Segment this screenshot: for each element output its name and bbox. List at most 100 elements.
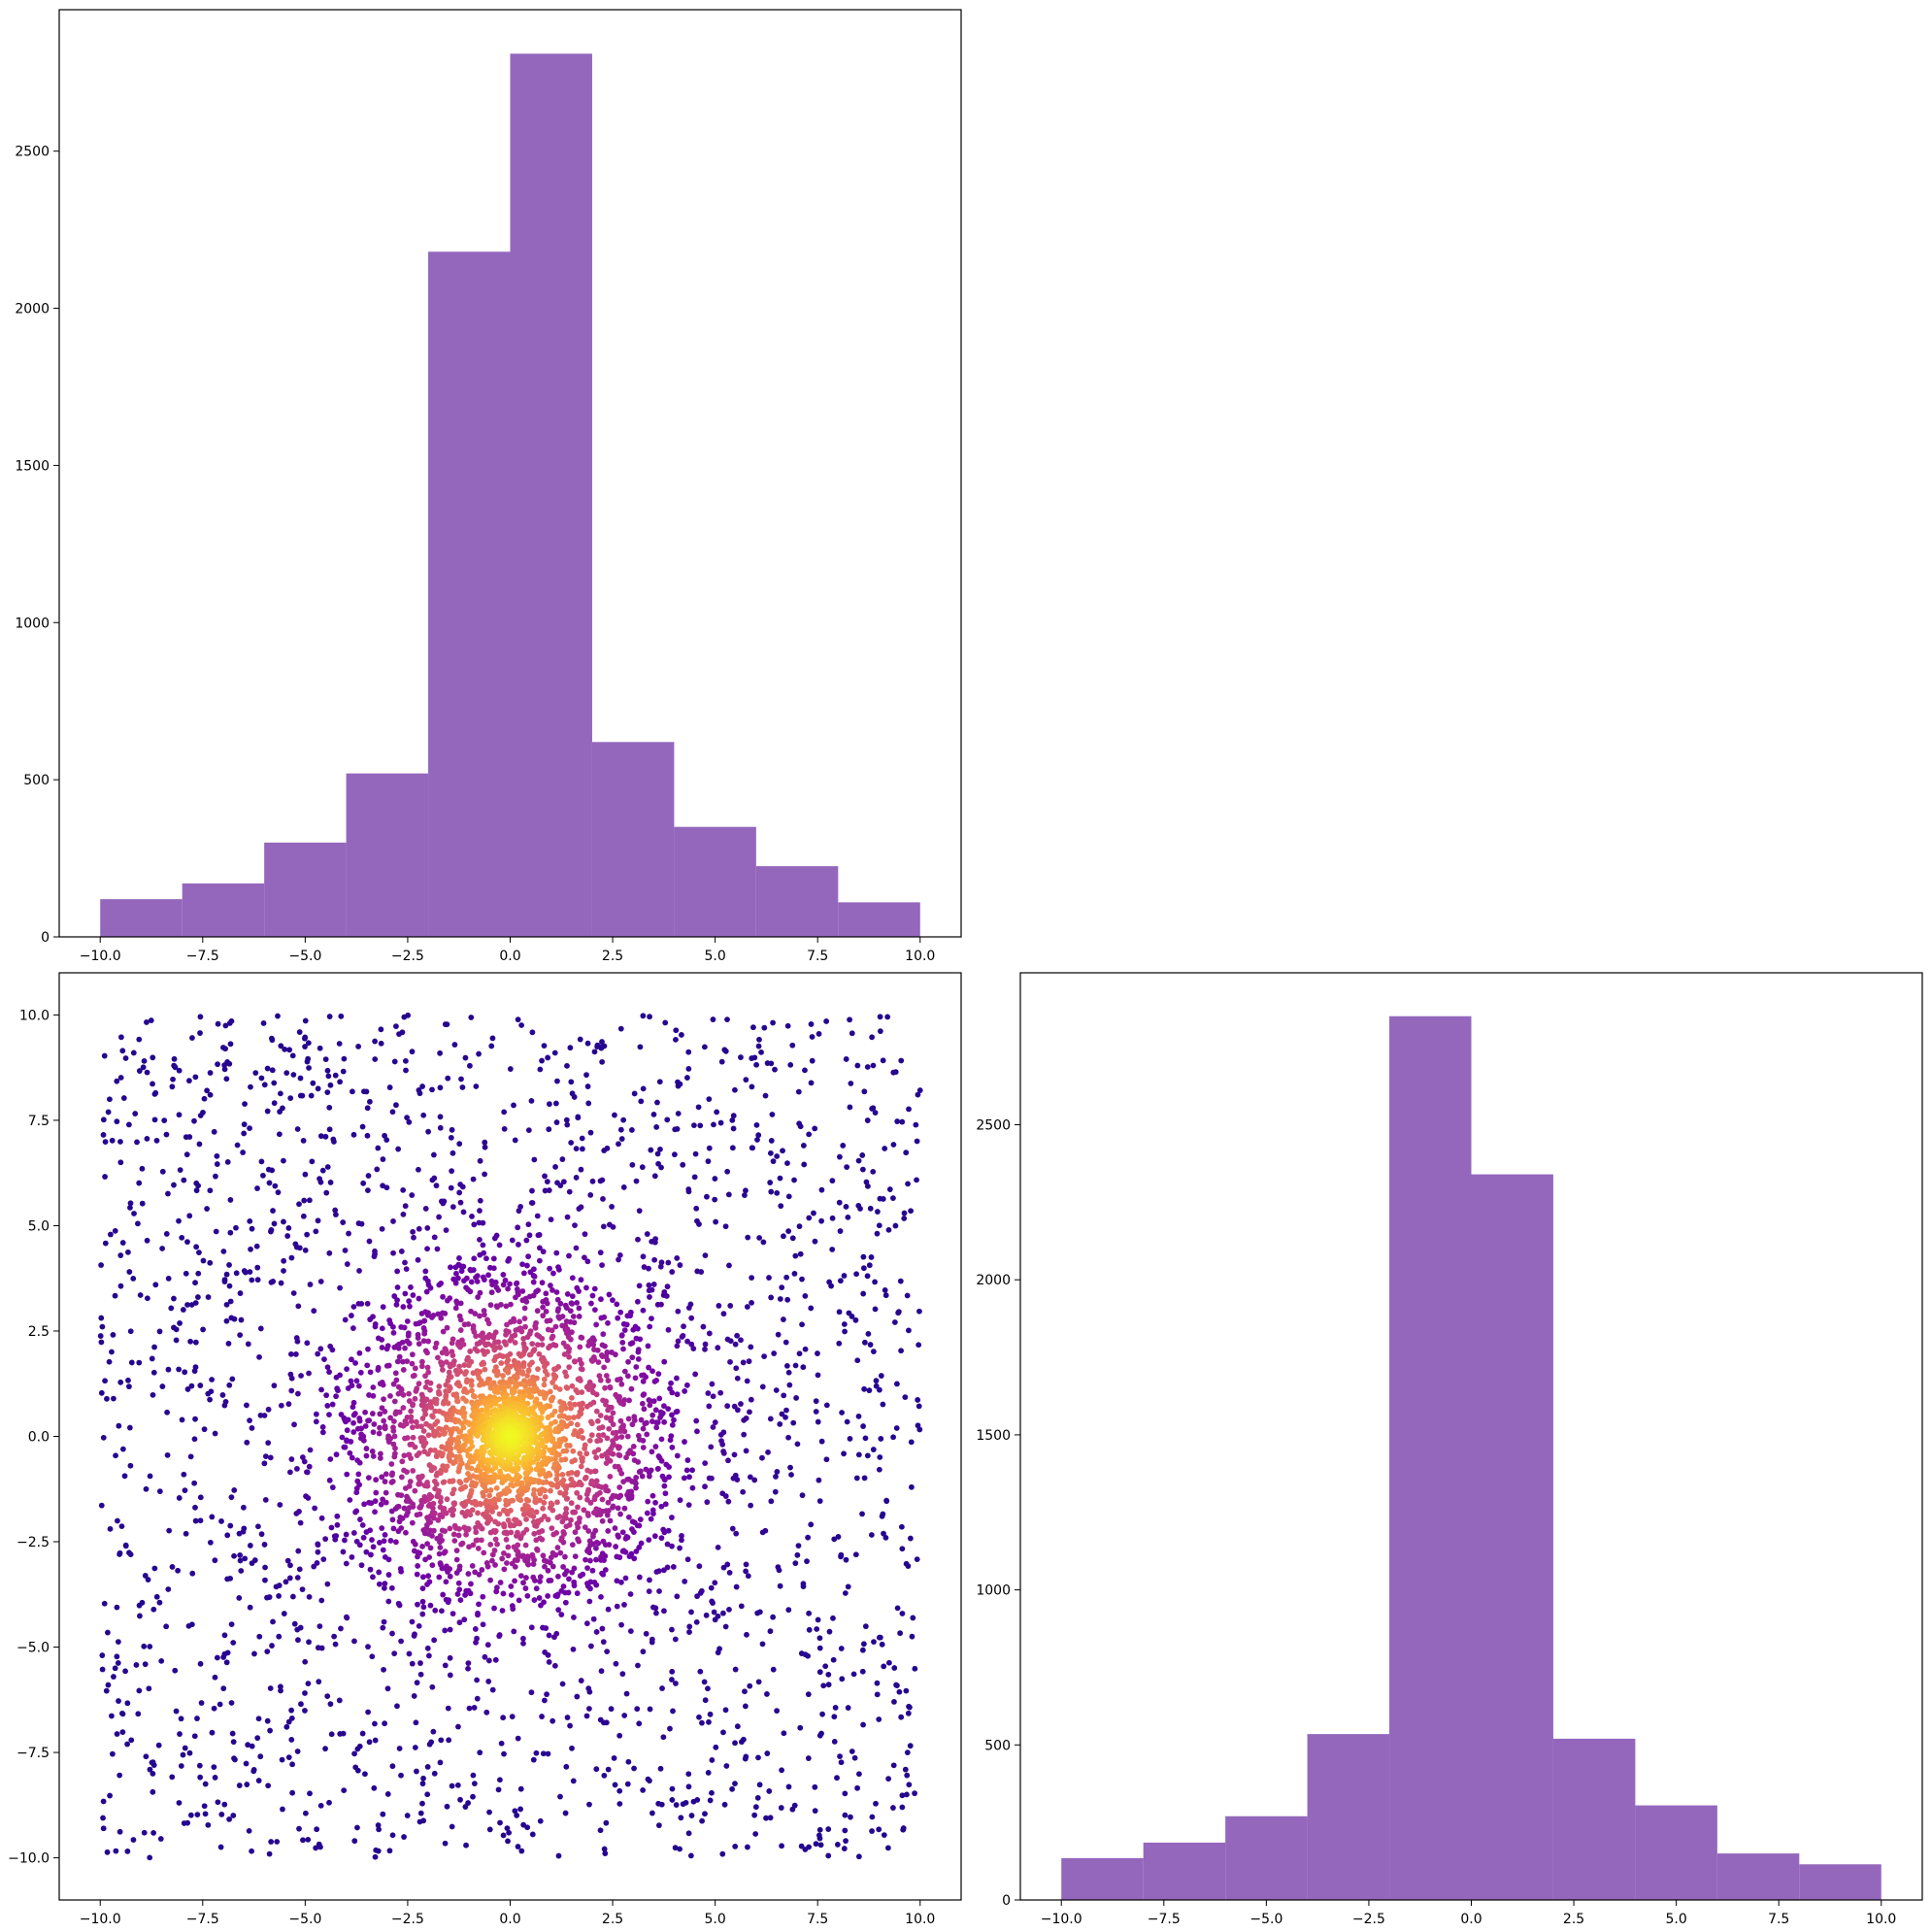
scatter-point (758, 1049, 764, 1055)
scatter-point (296, 1029, 303, 1035)
scatter-point (357, 1369, 364, 1376)
scatter-point (386, 1848, 393, 1854)
scatter-point (396, 1409, 403, 1416)
scatter-point (351, 1838, 358, 1845)
scatter-point (422, 1411, 429, 1417)
scatter-point (770, 1666, 777, 1673)
scatter-point (559, 1322, 566, 1329)
scatter-point (636, 1574, 643, 1581)
scatter-point (416, 1381, 422, 1387)
scatter-point (638, 1540, 645, 1547)
scatter-point (426, 1579, 433, 1585)
y-tick-label: 0 (41, 930, 50, 946)
scatter-point (556, 1437, 563, 1443)
scatter-point (389, 1630, 395, 1637)
scatter-point (816, 1498, 823, 1504)
scatter-point (648, 1147, 654, 1153)
scatter-point (507, 1066, 514, 1072)
scatter-point (186, 1749, 193, 1756)
scatter-point (577, 1344, 583, 1350)
scatter-point (437, 1114, 444, 1120)
scatter-point (474, 1279, 481, 1284)
scatter-point (554, 1078, 560, 1084)
scatter-point (663, 1461, 670, 1468)
scatter-point (867, 1205, 874, 1212)
scatter-point (350, 1088, 355, 1095)
scatter-point (844, 1418, 850, 1425)
scatter-point (578, 1334, 584, 1341)
scatter-point (306, 1065, 312, 1071)
scatter-point (666, 1474, 672, 1481)
scatter-point (724, 1016, 730, 1023)
scatter-point (861, 1385, 868, 1392)
scatter-point (231, 1487, 238, 1493)
scatter-point (112, 1665, 118, 1672)
scatter-point (117, 1282, 124, 1289)
scatter-point (519, 1371, 526, 1377)
scatter-point (774, 1189, 781, 1196)
scatter-point (568, 1500, 575, 1507)
scatter-point (448, 1184, 454, 1191)
scatter-point (532, 1324, 539, 1331)
scatter-point (370, 1429, 377, 1436)
scatter-point (732, 1086, 738, 1093)
scatter-point (904, 1791, 910, 1798)
scatter-point (467, 1062, 473, 1069)
scatter-point (531, 1388, 537, 1394)
scatter-point (854, 1062, 861, 1069)
scatter-point (379, 1474, 385, 1481)
scatter-point (837, 1753, 843, 1760)
scatter-point (523, 1496, 530, 1503)
scatter-point (525, 1127, 532, 1134)
scatter-point (320, 1556, 327, 1562)
scatter-point (749, 1145, 755, 1151)
scatter-point (669, 1444, 676, 1450)
scatter-point (542, 1187, 549, 1194)
scatter-point (674, 1452, 681, 1459)
scatter-point (812, 1808, 818, 1815)
scatter-point (392, 1370, 399, 1377)
scatter-point (428, 1739, 435, 1746)
scatter-point (669, 1421, 676, 1428)
scatter-point (372, 1720, 378, 1727)
scatter-point (531, 1156, 538, 1163)
scatter-point (569, 1382, 576, 1389)
scatter-point (682, 1439, 687, 1445)
scatter-point (564, 1442, 570, 1449)
scatter-point (707, 1711, 714, 1717)
scatter-point (673, 1802, 680, 1808)
scatter-point (910, 1615, 916, 1621)
scatter-point (247, 1543, 253, 1549)
scatter-point (806, 1610, 813, 1616)
scatter-point (747, 1682, 753, 1689)
scatter-point (529, 1551, 536, 1558)
scatter-point (653, 1610, 659, 1616)
scatter-point (572, 1222, 578, 1228)
scatter-point (202, 1781, 209, 1787)
x-tick-label: −2.5 (391, 949, 424, 964)
scatter-point (492, 1528, 499, 1534)
scatter-point (419, 1083, 425, 1089)
bottom-left-scatter-panel: −10.0 −7.5 −5.0 −2.5 0.0 2.5 5.0 7.5 10.0−10.0−7… (8, 972, 962, 1927)
scatter-point (590, 1616, 597, 1622)
scatter-point (364, 1300, 371, 1307)
scatter-point (738, 1054, 744, 1060)
scatter-point (605, 1766, 612, 1773)
scatter-point (466, 1421, 473, 1428)
scatter-point (301, 1197, 308, 1204)
scatter-point (457, 1344, 463, 1350)
scatter-point (878, 1373, 884, 1379)
scatter-point (304, 1058, 311, 1065)
scatter-point (872, 1306, 879, 1313)
scatter-point (881, 1530, 886, 1537)
scatter-point (395, 1503, 402, 1510)
scatter-point (500, 1832, 507, 1839)
scatter-point (400, 1358, 406, 1365)
scatter-point (569, 1745, 575, 1751)
scatter-point (543, 1308, 549, 1315)
scatter-point (113, 1452, 118, 1459)
scatter-point (915, 1091, 921, 1098)
scatter-point (215, 1020, 221, 1027)
scatter-point (618, 1579, 624, 1585)
scatter-point (385, 1556, 392, 1563)
